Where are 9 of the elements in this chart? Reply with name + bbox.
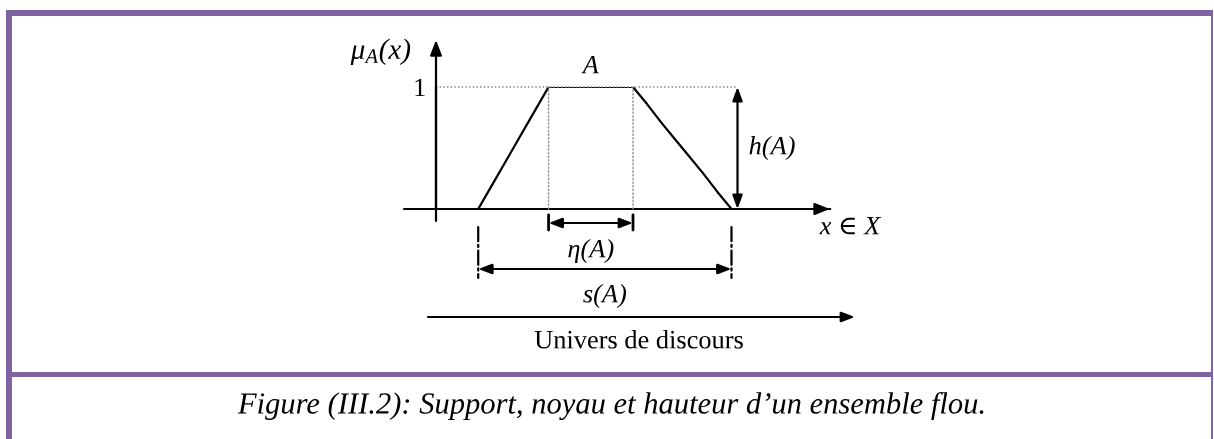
text: A <box>581 55 599 74</box>
text: Univers de discours <box>534 330 743 349</box>
text: η(A) <box>568 239 614 263</box>
y-axis-title: μ$_{A}$(x) <box>350 38 411 66</box>
text: Figure (III.2): Support, noyau et hauteur d’un ensemble flou. <box>237 391 984 421</box>
x-axis-title: x ∈ X <box>819 217 882 235</box>
annotation: h(A) <box>749 136 795 160</box>
ref-line-label: 1 <box>415 78 425 97</box>
text: s(A) <box>583 284 627 308</box>
